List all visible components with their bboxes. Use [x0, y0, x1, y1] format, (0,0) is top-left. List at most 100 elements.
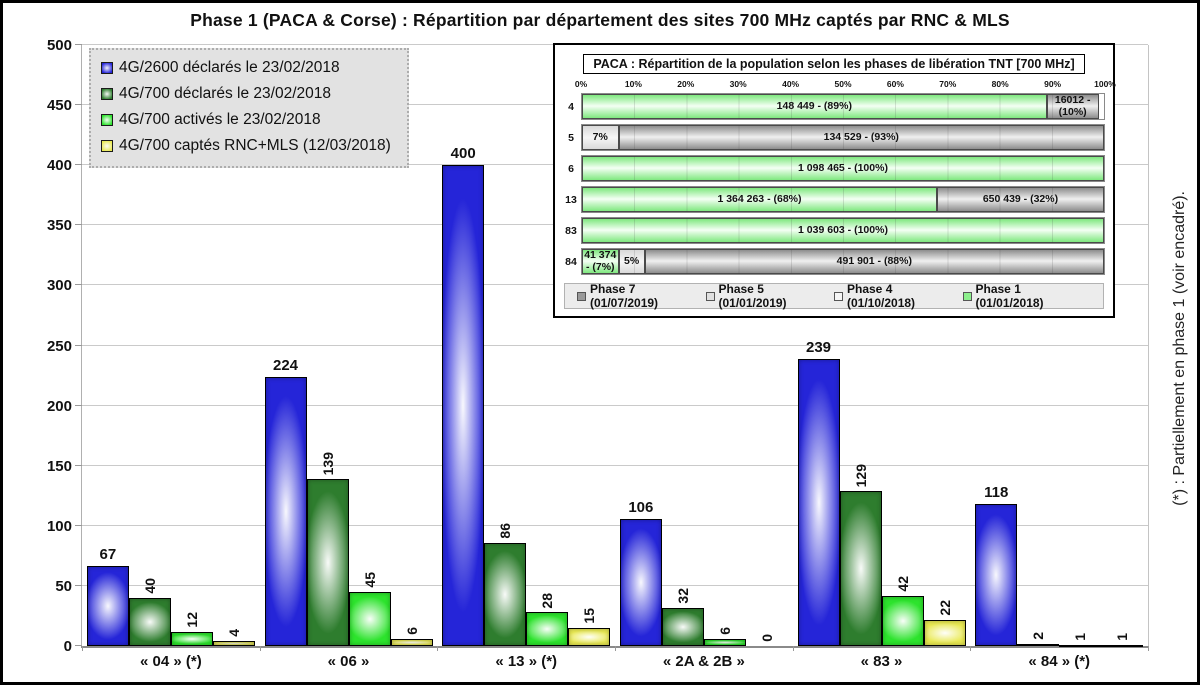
y-tick-label: 450: [46, 97, 72, 115]
bar: 118: [975, 484, 1018, 646]
bar-group: 67 40 12 4: [82, 45, 260, 646]
bar-value-label: 45: [361, 572, 378, 588]
bar: 4: [212, 629, 255, 646]
x-category-label: « 13 » (*): [495, 653, 558, 670]
bar-value-label: 4: [225, 629, 242, 638]
gridline: [82, 524, 1148, 526]
gridline: [82, 584, 1148, 586]
inset-bar-segment: 1 098 465 - (100%): [582, 156, 1104, 181]
bar-value-label: 0: [758, 634, 775, 642]
bar-value-label: 67: [99, 545, 117, 563]
y-tick-label: 100: [46, 517, 72, 535]
bar-fill: [1101, 644, 1144, 647]
inset-bar-track: 1 364 263 - (68%) 650 439 - (32%): [581, 186, 1105, 213]
x-category-label: « 84 » (*): [1028, 653, 1091, 670]
bar-group: 239 129 42 22: [793, 45, 971, 646]
x-tick-mark: [792, 646, 794, 651]
inset-legend-swatch: [705, 291, 715, 301]
inset-row-label: 4: [568, 100, 574, 113]
bar: 2: [1017, 632, 1060, 646]
inset-bar-track: 41 374 - (7%) 5% 491 901 - (88%): [581, 248, 1105, 275]
bar-value-label: 1: [1114, 633, 1131, 641]
bar-value-label: 86: [497, 523, 514, 539]
inset-row-label: 13: [565, 193, 577, 206]
bar-fill: [526, 612, 569, 646]
main-plot-area: 0 50 100 150 200 250 300 350 400 450 500 67 40 12 4 22…: [47, 37, 1149, 670]
bar-value-label: 28: [539, 592, 556, 609]
bar-value-label: 129: [852, 463, 869, 487]
legend-swatch: [101, 140, 113, 152]
inset-tick-label: 10%: [624, 79, 642, 89]
inset-bar-track: 1 098 465 - (100%): [581, 155, 1105, 182]
bar-value-label: 32: [674, 587, 691, 604]
x-category-label: « 06 »: [327, 653, 370, 670]
y-tick-mark: [75, 344, 82, 346]
y-tick-label: 400: [46, 157, 72, 175]
legend-item: 4G/700 captés RNC+MLS (12/03/2018): [101, 137, 391, 155]
inset-rows: 4 148 449 - (89%) 16012 - (10%) 5 7% 134 529 …: [561, 93, 1105, 275]
bar-fill: [212, 641, 255, 646]
inset-x-axis: 0% 10% 20% 30% 40% 50% 60% 70% 80% 90% 100%: [575, 79, 1116, 91]
inset-row: 5 7% 134 529 - (93%): [561, 124, 1105, 151]
bar-value-label: 400: [450, 145, 476, 163]
inset-legend-label: Phase 7 (01/07/2019): [590, 282, 659, 310]
inset-row-label: 83: [565, 224, 577, 237]
y-tick-mark: [75, 404, 82, 406]
inset-legend-item: Phase 1 (01/01/2018): [962, 282, 1092, 310]
inset-legend-item: Phase 4 (01/10/2018): [834, 282, 963, 310]
bar: 28: [526, 593, 569, 646]
inset-legend-item: Phase 7 (01/07/2019): [577, 282, 706, 310]
inset-bar-track: 7% 134 529 - (93%): [581, 124, 1105, 151]
bar-value-label: 239: [806, 338, 832, 356]
bar: 6: [390, 627, 433, 646]
bar-fill: [86, 565, 129, 646]
inset-bar-segment: 1 364 263 - (68%): [582, 187, 937, 212]
y-tick-label: 200: [46, 397, 72, 415]
inset-tick-label: 60%: [886, 79, 904, 89]
bar-value-label: 12: [183, 612, 200, 628]
inset-bar-segment: 7%: [582, 125, 619, 150]
bar-fill: [442, 165, 485, 646]
bar-fill: [703, 638, 746, 646]
bar-value-label: 6: [403, 627, 420, 635]
main-legend: 4G/2600 déclarés le 23/02/2018 4G/700 déc…: [89, 48, 409, 168]
inset-legend-label: Phase 1 (01/01/2018): [975, 282, 1044, 310]
bar: 22: [923, 600, 966, 646]
legend-item: 4G/700 activés le 23/02/2018: [101, 111, 391, 129]
bar-fill: [264, 376, 307, 646]
side-note-wrap: (*) : Partiellement en phase 1 (voir enc…: [1165, 45, 1195, 652]
y-tick-mark: [75, 645, 82, 646]
page-title: Phase 1 (PACA & Corse) : Répartition par…: [190, 10, 1010, 30]
legend-label: 4G/2600 déclarés le 23/02/2018: [119, 59, 340, 76]
inset-title: PACA : Répartition de la population selo…: [583, 54, 1085, 74]
legend-item: 4G/700 déclarés le 23/02/2018: [101, 85, 391, 103]
x-tick-mark: [82, 646, 83, 651]
inset-bar-segment: 134 529 - (93%): [618, 125, 1104, 150]
inset-row: 84 41 374 - (7%) 5% 491 901 - (88%): [561, 248, 1105, 275]
bar-fill: [390, 638, 433, 646]
bar-fill: [839, 490, 882, 646]
bar-fill: [1017, 643, 1060, 646]
inset-legend-item: Phase 5 (01/01/2019): [705, 282, 835, 310]
x-tick-mark: [1148, 646, 1149, 651]
bar-value-label: 139: [319, 451, 336, 475]
bar-fill: [128, 597, 171, 646]
side-note: (*) : Partiellement en phase 1 (voir enc…: [1171, 191, 1188, 506]
bar-groups: 67 40 12 4 224 139 45 6 400 86 28 15 106 32 6 0 239 129 42…: [82, 45, 1148, 647]
y-tick-label: 0: [63, 638, 72, 655]
inset-legend-swatch: [962, 291, 972, 301]
bar: 67: [86, 546, 129, 646]
x-tick-mark: [437, 646, 439, 651]
inset-bar-segment: 16012 - (10%): [1046, 94, 1099, 119]
bar: 15: [568, 608, 611, 646]
bar: 400: [442, 145, 485, 646]
bar: 42: [881, 576, 924, 646]
gridline: [82, 404, 1148, 406]
bar-fill: [975, 504, 1018, 646]
inset-legend-swatch: [834, 291, 843, 301]
bar-fill: [484, 542, 527, 646]
y-tick-mark: [75, 464, 82, 466]
y-tick-label: 500: [46, 37, 72, 54]
bar-fill: [306, 478, 349, 646]
